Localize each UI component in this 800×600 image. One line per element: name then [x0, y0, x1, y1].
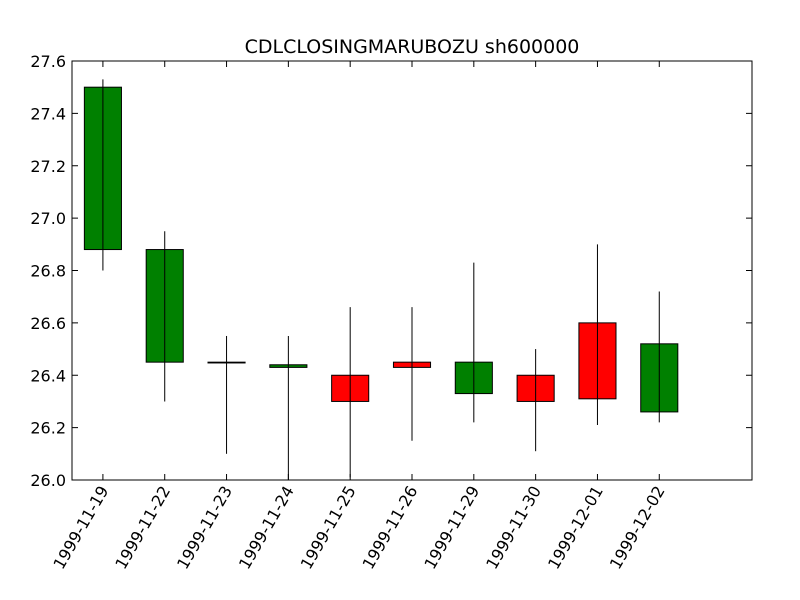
- y-tick-label: 26.4: [30, 366, 66, 385]
- x-tick-label: 1999-12-01: [544, 483, 607, 573]
- x-tick-label: 1999-11-23: [173, 483, 236, 573]
- candle-1999-12-02: [640, 291, 679, 423]
- candle-1999-11-30: [516, 349, 555, 452]
- x-axis: 1999-11-191999-11-221999-11-231999-11-24…: [49, 61, 669, 573]
- candle-1999-11-23: [207, 335, 246, 454]
- y-tick-label: 26.2: [30, 419, 66, 438]
- candle-1999-11-29: [454, 262, 493, 423]
- candle-1999-11-19: [83, 79, 122, 271]
- x-tick-label: 1999-11-25: [297, 483, 360, 573]
- y-tick-label: 26.8: [30, 262, 66, 281]
- y-tick-label: 26.6: [30, 314, 66, 333]
- y-tick-label: 26.0: [30, 471, 66, 490]
- candle-1999-11-22: [145, 231, 184, 402]
- x-tick-label: 1999-11-29: [420, 483, 483, 573]
- x-tick-label: 1999-11-22: [111, 483, 174, 573]
- y-tick-label: 27.2: [30, 157, 66, 176]
- x-tick-label: 1999-11-24: [235, 483, 298, 573]
- candles-layer: [83, 79, 679, 480]
- x-tick-label: 1999-11-30: [482, 483, 545, 573]
- chart-title: CDLCLOSINGMARUBOZU sh600000: [245, 36, 580, 58]
- candle-1999-11-26: [392, 307, 432, 441]
- y-tick-label: 27.6: [30, 52, 66, 71]
- x-tick-label: 1999-11-26: [359, 483, 422, 573]
- candle-1999-11-24: [269, 335, 308, 480]
- x-tick-label: 1999-12-02: [606, 483, 669, 573]
- candle-1999-12-01: [578, 244, 617, 426]
- y-axis: 26.0 26.2 26.4 26.6 26.8 27.0 27.2 27.4 27.6: [30, 52, 752, 490]
- x-tick-label: 1999-11-19: [49, 483, 112, 573]
- y-tick-label: 27.0: [30, 209, 66, 228]
- y-tick-label: 27.4: [30, 104, 66, 123]
- candle-1999-11-25: [331, 307, 370, 478]
